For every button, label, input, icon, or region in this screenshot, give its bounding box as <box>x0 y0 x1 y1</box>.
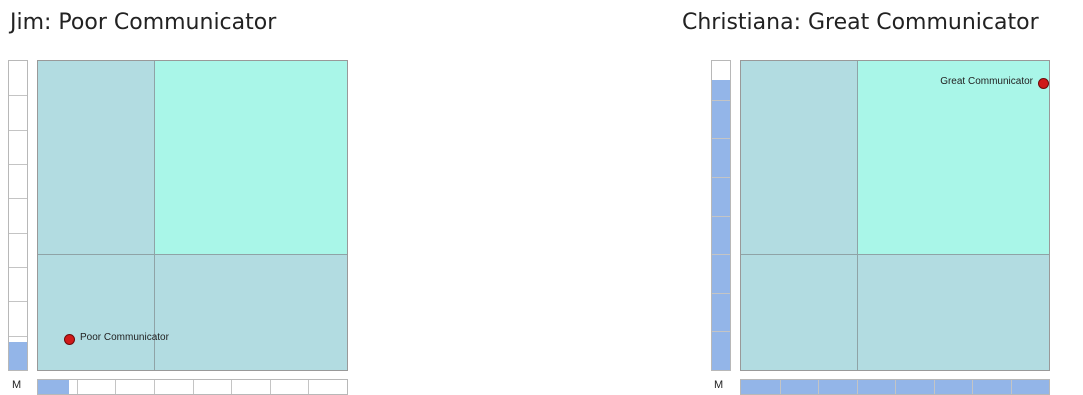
gauge-tick <box>1011 380 1012 394</box>
chart-panel-jim: Jim: Poor Communicator Poor Communicator… <box>0 0 420 395</box>
gauge-fill <box>9 342 27 370</box>
gauge-tick <box>818 380 819 394</box>
data-point-label: Poor Communicator <box>80 332 169 343</box>
gauge-tick <box>9 233 27 234</box>
horizontal-gauge <box>740 379 1050 395</box>
quadrant-bottom-right <box>154 254 347 370</box>
gauge-tick <box>972 380 973 394</box>
gauge-tick <box>712 177 730 178</box>
gauge-tick <box>9 267 27 268</box>
x-axis-letter: M <box>12 379 22 391</box>
quadrant-divider-horizontal <box>741 254 1049 255</box>
gauge-tick <box>9 95 27 96</box>
gauge-tick <box>895 380 896 394</box>
gauge-tick <box>308 380 309 394</box>
gauge-tick <box>231 380 232 394</box>
data-point-label: Great Communicator <box>940 76 1033 87</box>
quadrant-top-right <box>154 61 347 254</box>
gauge-tick <box>712 138 730 139</box>
quadrant-divider-vertical <box>857 61 858 370</box>
gauge-tick <box>154 380 155 394</box>
gauge-tick <box>9 301 27 302</box>
gauge-tick <box>712 331 730 332</box>
quadrant-divider-horizontal <box>38 254 347 255</box>
gauge-tick <box>77 380 78 394</box>
gauge-tick <box>9 164 27 165</box>
gauge-tick <box>857 380 858 394</box>
chart-title: Christiana: Great Communicator <box>682 10 1039 35</box>
horizontal-gauge <box>37 379 348 395</box>
gauge-fill <box>38 380 69 394</box>
x-axis-letter: M <box>714 379 724 391</box>
gauge-tick <box>712 216 730 217</box>
gauge-tick <box>9 130 27 131</box>
chart-panel-christiana: Christiana: Great Communicator Great Com… <box>682 0 1083 395</box>
gauge-tick <box>934 380 935 394</box>
gauge-tick <box>712 100 730 101</box>
quadrant-top-right <box>857 61 1049 254</box>
quadrant-top-left <box>741 61 857 254</box>
gauge-tick <box>9 336 27 337</box>
data-point <box>1038 78 1049 89</box>
quadrant-bottom-left <box>38 254 154 370</box>
quadrant-bottom-left <box>741 254 857 370</box>
gauge-tick <box>780 380 781 394</box>
gauge-tick <box>115 380 116 394</box>
gauge-fill <box>712 80 730 370</box>
quadrant-plot: Poor Communicator <box>37 60 348 371</box>
vertical-gauge <box>8 60 28 371</box>
chart-title: Jim: Poor Communicator <box>10 10 277 35</box>
gauge-tick <box>712 254 730 255</box>
gauge-tick <box>193 380 194 394</box>
gauge-tick <box>270 380 271 394</box>
gauge-tick <box>9 198 27 199</box>
gauge-tick <box>712 293 730 294</box>
data-point <box>64 334 75 345</box>
quadrant-plot: Great Communicator <box>740 60 1050 371</box>
quadrant-top-left <box>38 61 154 254</box>
vertical-gauge <box>711 60 731 371</box>
quadrant-bottom-right <box>857 254 1049 370</box>
quadrant-divider-vertical <box>154 61 155 370</box>
